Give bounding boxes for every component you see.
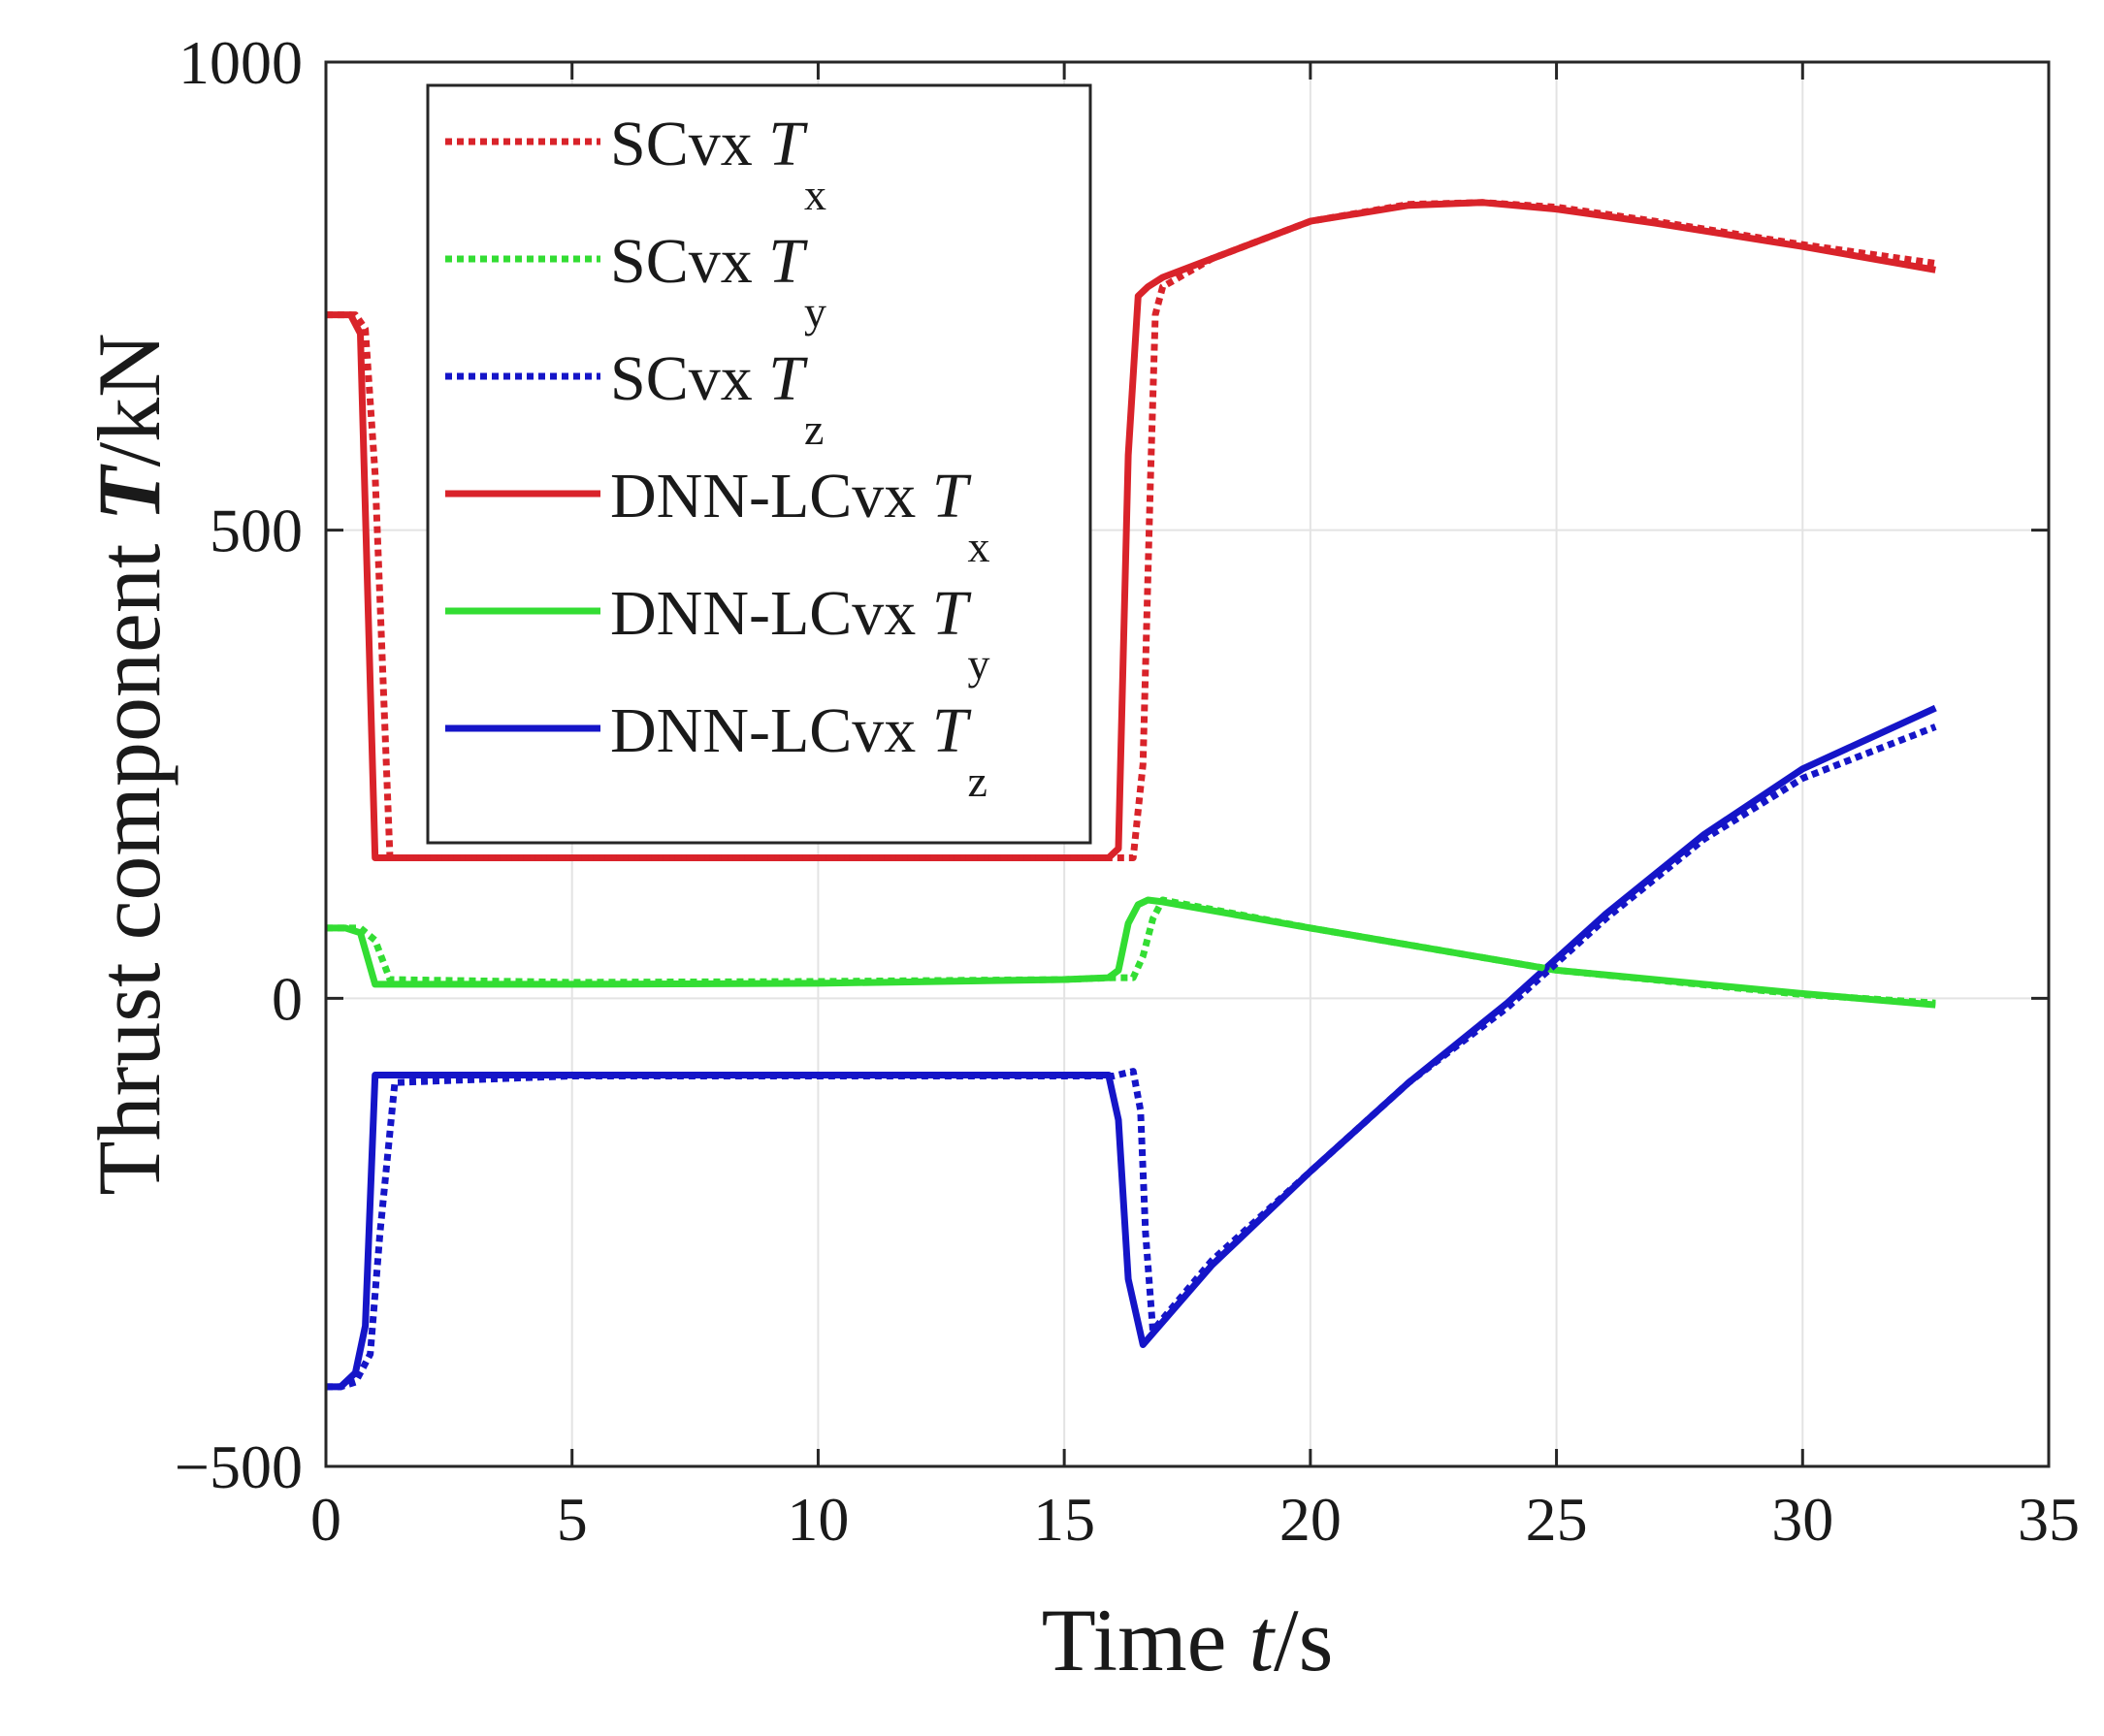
legend-label-main: DNN-LCvx [610, 461, 932, 531]
x-tick-label: 15 [1033, 1485, 1095, 1554]
legend-label: DNN-LCvx Ty [610, 578, 990, 689]
x-tick-label: 35 [2018, 1485, 2080, 1554]
series-line-dnn-lcvx-t-z [326, 704, 1937, 1391]
y-tick-label: 0 [272, 964, 303, 1033]
legend-label-var: T [932, 461, 972, 531]
series-line-dnn-lcvx-t-y [326, 896, 1936, 1009]
legend-label-main: SCvx [610, 343, 768, 414]
legend-label: SCvx Ty [610, 226, 826, 337]
legend-label: DNN-LCvx Tz [610, 695, 987, 806]
x-axis-title-var: t [1248, 1591, 1276, 1689]
legend-label-sub: x [804, 170, 826, 219]
legend-label-sub: z [968, 756, 987, 806]
legend-item: DNN-LCvx Tx [445, 461, 990, 571]
axes [324, 60, 2051, 1468]
y-tick-label: 500 [210, 497, 303, 565]
legend-label-main: SCvx [610, 226, 768, 297]
legend-label-main: DNN-LCvx [610, 578, 932, 649]
legend-label: SCvx Tx [610, 109, 826, 219]
series-line-scvx-t-z [326, 723, 1937, 1391]
series-line-dnn-lcvx-t-x [326, 199, 1936, 861]
legend-label: SCvx Tz [610, 343, 824, 454]
legend-label-main: SCvx [610, 109, 768, 179]
legend-label-var: T [932, 578, 972, 649]
legend-label-sub: z [804, 404, 824, 454]
legend-label-var: T [768, 343, 808, 414]
legend-item: DNN-LCvx Ty [445, 578, 990, 689]
x-tick-label: 10 [787, 1485, 849, 1554]
y-tick-label: −500 [175, 1432, 303, 1501]
x-tick-label: 0 [310, 1485, 341, 1554]
y-axis-title: Thrust component T/kN [80, 333, 178, 1195]
plot-frame [324, 60, 2051, 1468]
series-line-scvx-t-y [326, 896, 1936, 1007]
legend-item: SCvx Tx [445, 109, 826, 219]
y-axis-title-prefix: Thrust component [80, 522, 178, 1196]
legend-label: DNN-LCvx Tx [610, 461, 990, 571]
x-tick-label: 30 [1771, 1485, 1833, 1554]
x-axis-title: Time t/s [1042, 1591, 1334, 1689]
x-axis-title-unit: /s [1274, 1591, 1333, 1689]
legend-label-sub: y [804, 287, 826, 337]
plot-series [326, 199, 1937, 1391]
legend-label-var: T [768, 109, 808, 179]
legend-label-var: T [768, 226, 808, 297]
series-line-scvx-t-x [326, 199, 1936, 861]
x-tick-label: 20 [1279, 1485, 1342, 1554]
legend-label-main: DNN-LCvx [610, 695, 932, 766]
x-tick-label: 5 [557, 1485, 588, 1554]
legend-label-var: T [932, 695, 972, 766]
y-axis-title-var: T [80, 464, 178, 522]
legend-item: DNN-LCvx Tz [445, 695, 987, 806]
legend-box [426, 83, 1092, 845]
legend-label-sub: y [968, 639, 990, 689]
y-axis-title-unit: /kN [80, 333, 178, 466]
legend-item: SCvx Ty [445, 226, 826, 337]
x-axis-title-prefix: Time [1042, 1591, 1249, 1689]
y-tick-label: 1000 [178, 28, 303, 97]
legend-label-sub: x [968, 522, 990, 571]
x-tick-label: 25 [1526, 1485, 1588, 1554]
legend-item: SCvx Tz [445, 343, 824, 454]
